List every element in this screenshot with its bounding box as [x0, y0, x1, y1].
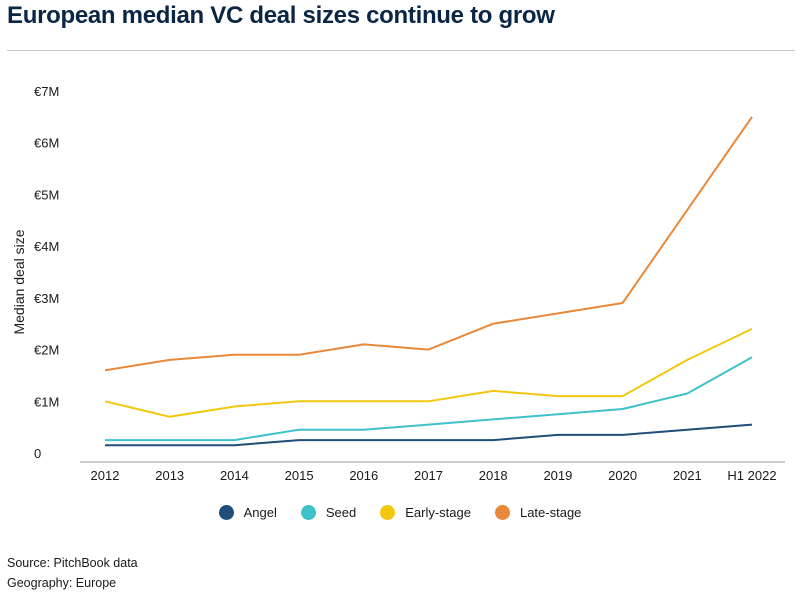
- x-tick-label: 2018: [479, 468, 508, 483]
- series-line-angel: [105, 423, 753, 447]
- legend-label: Late-stage: [519, 505, 582, 520]
- title-divider: [7, 50, 795, 51]
- chart-title: European median VC deal sizes continue t…: [7, 2, 555, 29]
- x-tick-label: 2016: [349, 468, 378, 483]
- x-tick-label: 2017: [414, 468, 443, 483]
- x-tick-label: 2014: [220, 468, 249, 483]
- legend-swatch: [494, 505, 510, 520]
- x-tick-label: 2019: [543, 468, 572, 483]
- legend-swatch: [300, 505, 316, 520]
- x-tick-label: 2013: [155, 468, 184, 483]
- chart-legend: Angel Seed Early-stage Late-stage: [0, 505, 800, 520]
- legend-item-seed: Seed: [300, 505, 357, 520]
- y-tick-label: 0: [34, 446, 41, 461]
- y-axis-title: Median deal size: [11, 229, 27, 334]
- x-tick-label: H1 2022: [727, 468, 776, 483]
- x-tick-label: 2021: [673, 468, 702, 483]
- x-tick-label: 2020: [608, 468, 637, 483]
- y-tick-label: €2M: [34, 343, 59, 358]
- legend-item-early-stage: Early-stage: [380, 505, 471, 520]
- source-note: Source: PitchBook data: [7, 556, 138, 570]
- y-tick-label: €5M: [34, 187, 59, 202]
- legend-item-late-stage: Late-stage: [494, 505, 582, 520]
- y-tick-label: €4M: [34, 239, 59, 254]
- series-line-early-stage: [104, 327, 753, 418]
- geography-note: Geography: Europe: [7, 576, 117, 590]
- legend-item-angel: Angel: [218, 505, 277, 520]
- y-tick-label: €1M: [34, 394, 59, 409]
- legend-label: Early-stage: [405, 505, 471, 520]
- y-tick-label: €7M: [34, 84, 59, 99]
- series-line-seed: [105, 356, 753, 442]
- x-tick-label: 2012: [91, 468, 120, 483]
- legend-swatch: [218, 505, 234, 520]
- y-tick-label: €3M: [34, 291, 59, 306]
- line-chart: 0 €1M €2M €3M €4M €5M €6M €7M 2012 2013 2014 2015 2…: [11, 84, 785, 483]
- legend-swatch: [380, 505, 396, 520]
- y-tick-label: €6M: [34, 136, 59, 151]
- series-line-late-stage: [104, 116, 753, 372]
- legend-label: Angel: [243, 505, 277, 520]
- legend-label: Seed: [325, 505, 357, 520]
- x-tick-label: 2015: [285, 468, 314, 483]
